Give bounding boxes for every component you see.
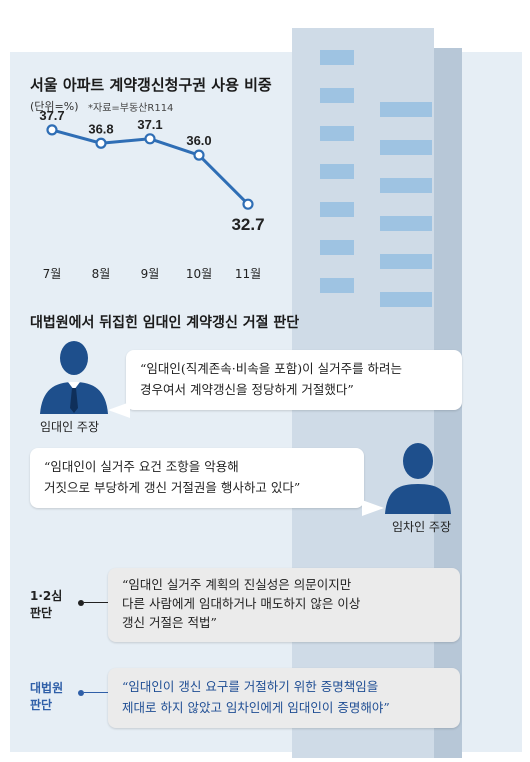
x-tick-label: 9월 <box>141 267 160 281</box>
building-window <box>380 216 432 231</box>
lower-court-label: 1·2심 판단 <box>30 588 62 622</box>
quote-line: “임대인이 갱신 요구를 거절하기 위한 증명책임을 <box>122 679 379 694</box>
building-window <box>320 240 354 255</box>
building-window <box>380 254 432 269</box>
x-tick-label: 10월 <box>186 267 212 281</box>
data-point <box>95 137 107 149</box>
label-line: 판단 <box>30 698 53 712</box>
data-label: 36.8 <box>88 121 113 136</box>
x-tick-label: 8월 <box>92 267 111 281</box>
building-window <box>320 50 354 65</box>
bubble-tail <box>108 402 130 418</box>
data-label: 36.0 <box>186 133 211 148</box>
building-window <box>380 178 432 193</box>
quote-line: 경우여서 계약갱신을 정당하게 거절했다” <box>140 382 354 397</box>
x-tick-label: 7월 <box>43 267 62 281</box>
connector-line <box>84 602 108 603</box>
tenant-label: 임차인 주장 <box>392 520 452 534</box>
quote-line: 다른 사람에게 임대하거나 매도하지 않은 이상 <box>122 596 361 611</box>
connector-line <box>84 692 108 693</box>
landlord-label: 임대인 주장 <box>40 420 100 434</box>
section-title: 대법원에서 뒤집힌 임대인 계약갱신 거절 판단 <box>30 315 300 331</box>
businessman-icon <box>40 341 108 414</box>
data-label: 32.7 <box>231 215 264 234</box>
quote-line: 거짓으로 부당하게 갱신 거절권을 행사하고 있다” <box>44 480 301 495</box>
connector-dot <box>78 600 84 606</box>
data-label: 37.7 <box>39 108 64 123</box>
tenant-quote-bubble: “임대인이 실거주 요건 조항을 악용해 거짓으로 부당하게 갱신 거절권을 행… <box>30 448 364 508</box>
source-label: *자료=부동산R114 <box>88 103 174 114</box>
data-label: 37.1 <box>137 117 162 132</box>
quote-line: “임대인 실거주 계획의 진실성은 의문이지만 <box>122 577 352 592</box>
line-chart: 37.7 7월 36.8 8월 37.1 9월 36.0 10월 32.7 11월 <box>39 108 264 281</box>
building-window <box>320 278 354 293</box>
unit-label: (단위=%) <box>30 100 79 113</box>
person-silhouette-icon <box>385 443 451 514</box>
chart-title: 서울 아파트 계약갱신청구권 사용 비중 <box>30 76 272 94</box>
building-window <box>380 292 432 307</box>
building-window <box>320 88 354 103</box>
data-point <box>193 149 205 161</box>
connector-dot <box>78 690 84 696</box>
building-window <box>320 202 354 217</box>
quote-line: “임대인이 실거주 요건 조항을 악용해 <box>44 459 239 474</box>
label-line: 1·2심 <box>30 589 63 603</box>
quote-line: 갱신 거절은 적법” <box>122 615 217 630</box>
landlord-quote-bubble: “임대인(직계존속·비속을 포함)이 실거주를 하려는 경우여서 계약갱신을 정… <box>126 350 462 410</box>
label-line: 대법원 <box>30 681 64 695</box>
supreme-court-label: 대법원 판단 <box>30 680 63 714</box>
building-window <box>320 126 354 141</box>
quote-line: “임대인(직계존속·비속을 포함)이 실거주를 하려는 <box>140 361 403 376</box>
data-point <box>46 124 58 136</box>
label-line: 판단 <box>30 606 53 620</box>
data-point <box>144 133 156 145</box>
data-point <box>242 198 254 210</box>
bubble-tail <box>362 500 384 516</box>
building-window <box>380 102 432 117</box>
building-window <box>380 140 432 155</box>
x-tick-label: 11월 <box>235 267 261 281</box>
supreme-court-quote-box: “임대인이 갱신 요구를 거절하기 위한 증명책임을 제대로 하지 않았고 임차… <box>108 668 460 728</box>
quote-line: 제대로 하지 않았고 임차인에게 임대인이 증명해야” <box>122 700 390 715</box>
building-window <box>320 164 354 179</box>
lower-court-quote-box: “임대인 실거주 계획의 진실성은 의문이지만 다른 사람에게 임대하거나 매도… <box>108 568 460 642</box>
